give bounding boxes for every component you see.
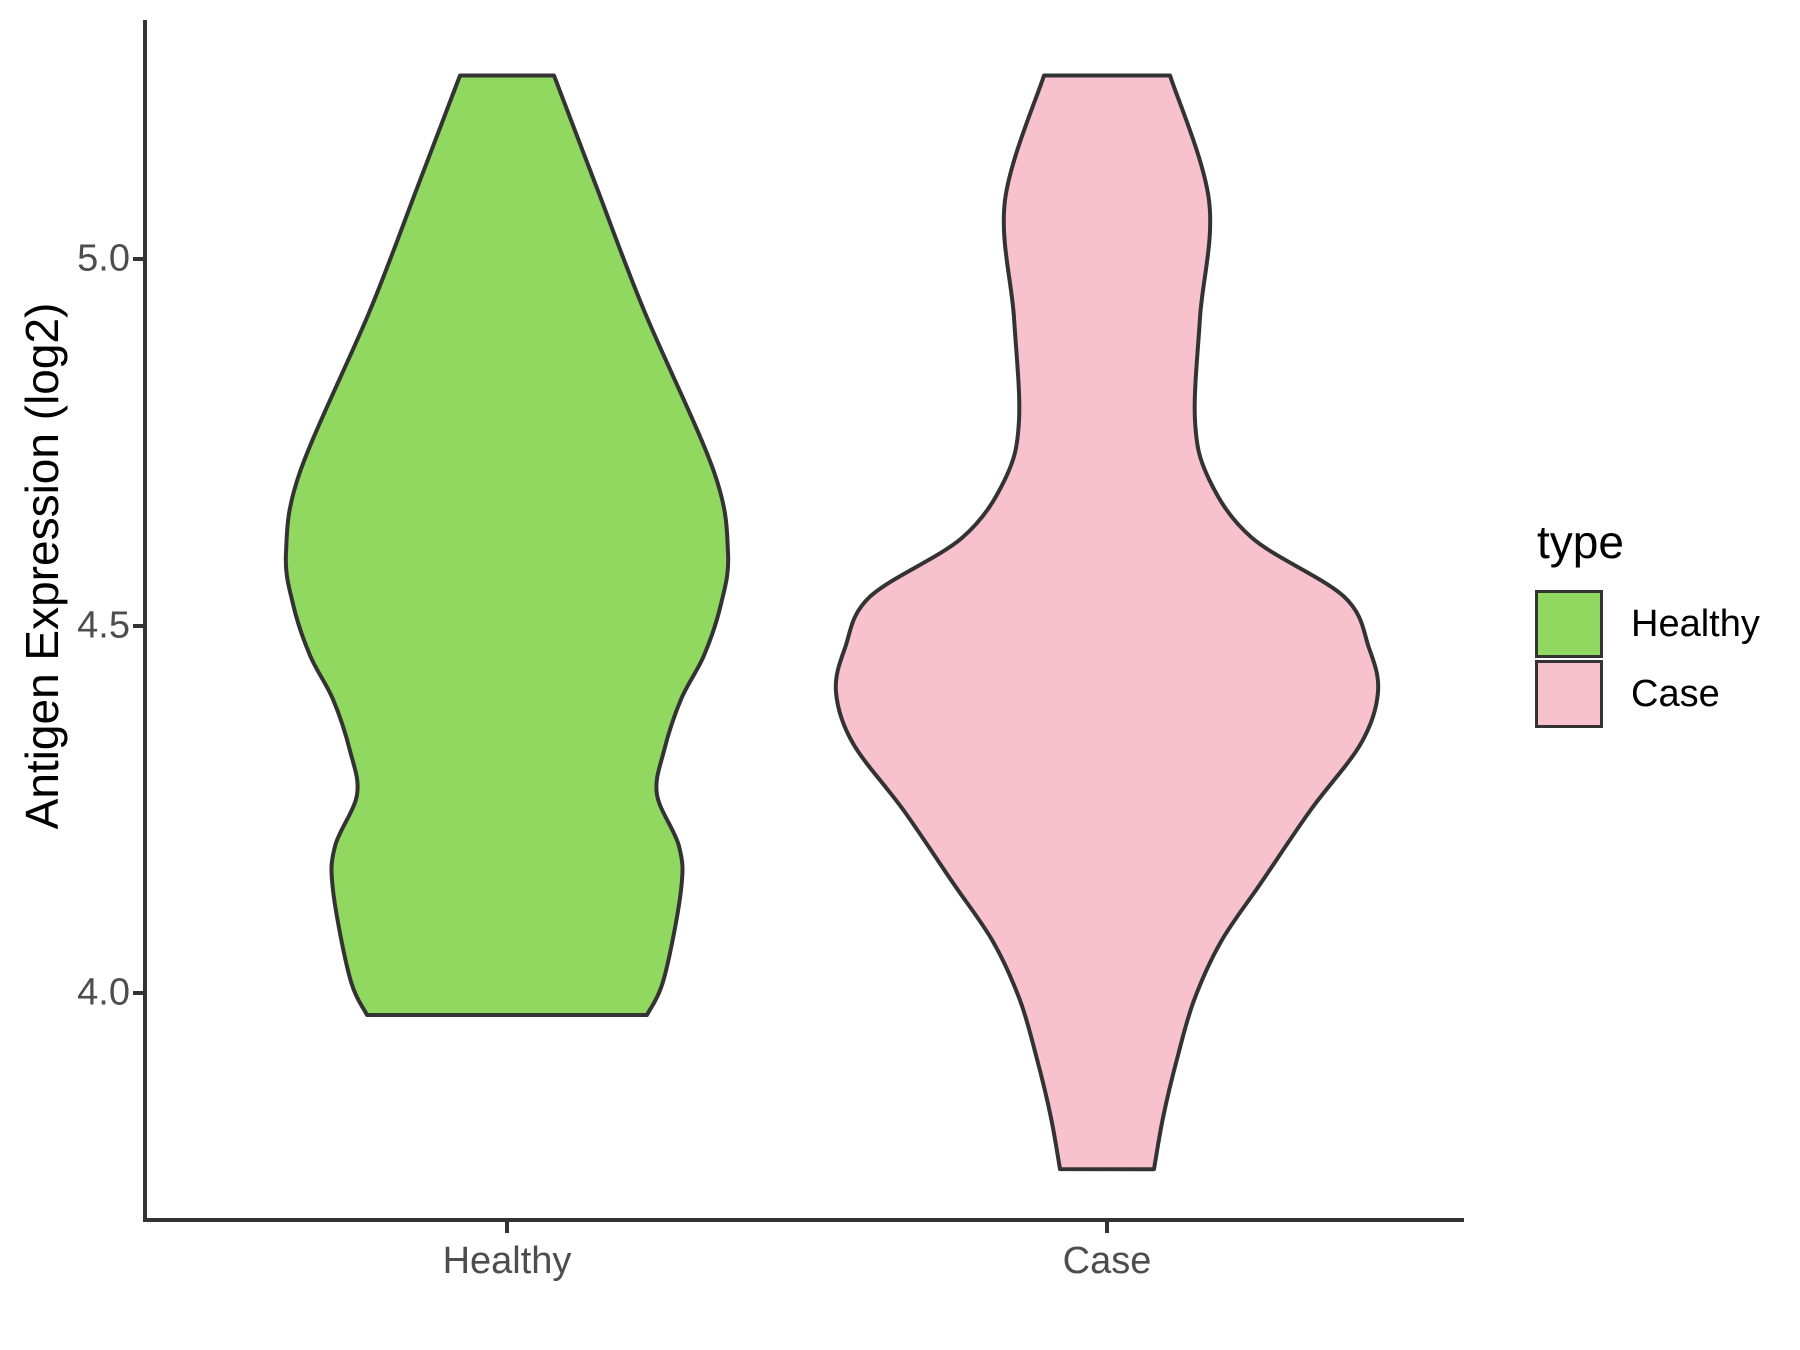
legend-label-healthy: Healthy [1631, 602, 1760, 645]
legend-entry-case: Case [1535, 659, 1795, 729]
x-tick-label-case: Case [1062, 1240, 1152, 1282]
axis-lines [143, 20, 1464, 1222]
y-tick-label-5.0: 5.0 [77, 237, 130, 280]
x-tick-label-healthy: Healthy [442, 1240, 572, 1282]
legend-label-case: Case [1631, 672, 1720, 715]
tick-marks [133, 257, 1109, 1233]
legend-entry-healthy: Healthy [1535, 589, 1795, 659]
legend-title: type [1537, 516, 1624, 568]
legend-swatch-case [1535, 660, 1603, 728]
legend: type Healthy Case [1535, 515, 1795, 729]
y-tick-label-4.0: 4.0 [77, 971, 130, 1014]
violin-healthy [283, 73, 731, 1018]
y-tick-label-4.5: 4.5 [77, 604, 130, 647]
y-axis-title: Antigen Expression (log2) [16, 302, 68, 830]
violin-case [833, 73, 1381, 1172]
legend-swatch-healthy [1535, 590, 1603, 658]
violin-layer [283, 73, 1381, 1172]
